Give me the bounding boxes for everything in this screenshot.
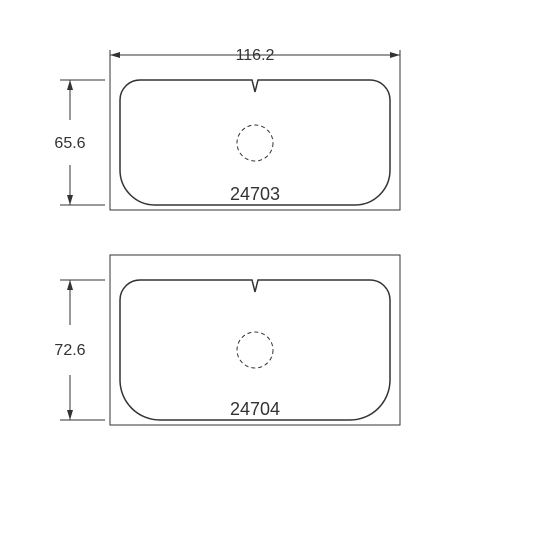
technical-drawing: 116.2 65.6 24703 72.6 24704 [0,0,540,540]
pad2-height-value: 72.6 [54,342,85,359]
pad1-partno: 24703 [230,184,280,204]
pad-2: 72.6 24704 [54,255,400,425]
pad2-partno: 24704 [230,399,280,419]
pad1-height-value: 65.6 [54,135,85,152]
pad-1: 65.6 24703 [54,55,400,210]
width-dimension: 116.2 [110,47,400,75]
diagram-container: 116.2 65.6 24703 72.6 24704 [0,0,540,540]
